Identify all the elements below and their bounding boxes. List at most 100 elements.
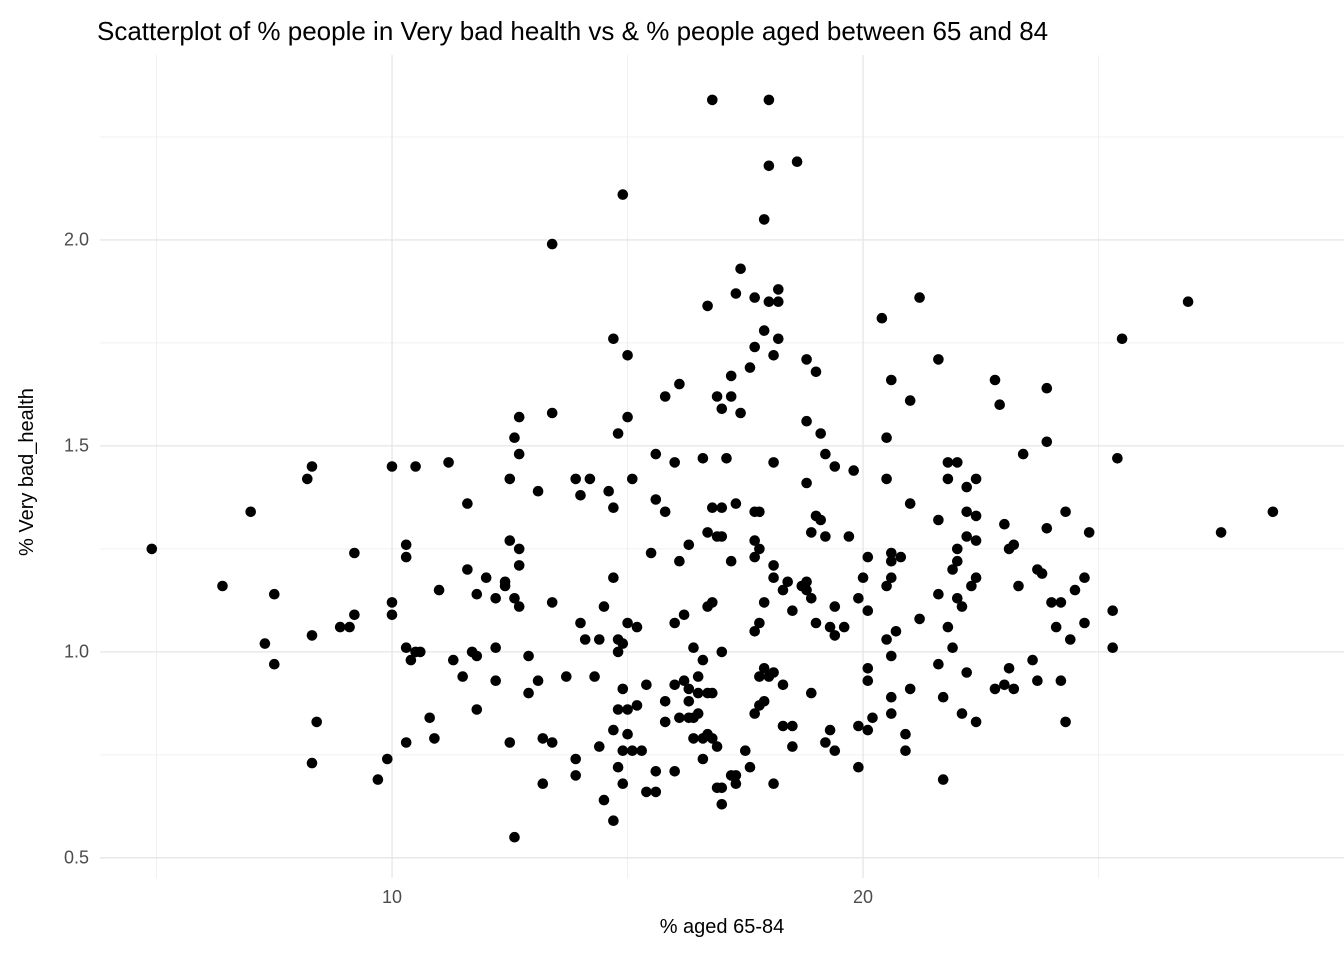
data-point	[1060, 506, 1071, 518]
data-point	[1013, 580, 1024, 592]
data-point	[306, 757, 318, 769]
data-point	[622, 704, 633, 715]
data-point	[1069, 584, 1081, 596]
data-point	[1046, 597, 1057, 608]
data-point	[900, 745, 911, 756]
data-point	[386, 609, 398, 621]
data-point	[674, 555, 685, 567]
data-point	[970, 510, 982, 522]
data-point	[942, 621, 954, 633]
data-point	[947, 564, 958, 575]
data-point	[1065, 634, 1076, 645]
data-point	[410, 461, 421, 472]
data-point	[513, 448, 525, 460]
data-point	[749, 341, 760, 353]
data-point	[683, 696, 695, 707]
data-point	[509, 432, 520, 444]
data-point	[904, 683, 916, 695]
data-point	[824, 724, 836, 736]
data-point	[546, 238, 558, 250]
data-point	[777, 584, 789, 596]
data-point	[612, 646, 624, 658]
data-point	[758, 696, 770, 707]
data-point	[886, 708, 897, 719]
data-point	[697, 753, 709, 765]
data-point	[546, 737, 558, 748]
data-point	[970, 535, 982, 546]
data-point	[725, 391, 737, 402]
data-point	[914, 292, 925, 303]
data-point	[612, 761, 624, 773]
x-axis-title: % aged 65-84	[659, 916, 785, 938]
data-point	[961, 481, 972, 493]
data-point	[881, 432, 892, 444]
data-point	[730, 498, 742, 509]
data-point	[754, 671, 765, 682]
data-point	[513, 411, 525, 423]
data-point	[758, 663, 770, 674]
data-point	[692, 687, 704, 699]
data-point	[886, 650, 897, 662]
data-point	[570, 753, 581, 765]
data-point	[829, 601, 841, 612]
data-point	[862, 663, 874, 674]
data-point	[730, 778, 742, 789]
data-point	[806, 527, 817, 538]
data-point	[711, 741, 723, 752]
data-point	[570, 473, 581, 485]
data-point	[702, 300, 713, 312]
data-point	[546, 597, 558, 608]
data-point	[509, 831, 520, 843]
data-point	[400, 539, 412, 551]
data-point	[744, 761, 756, 773]
data-point	[838, 621, 850, 633]
data-point	[777, 720, 789, 732]
scatter-canvas	[100, 55, 1344, 878]
data-point	[721, 453, 732, 464]
data-point	[433, 584, 445, 596]
data-point	[692, 708, 704, 719]
data-point	[1055, 675, 1067, 686]
data-point	[763, 296, 775, 307]
data-point	[999, 679, 1010, 691]
data-point	[970, 716, 982, 728]
data-point	[546, 407, 558, 419]
data-point	[749, 535, 760, 546]
data-point	[1050, 621, 1062, 633]
x-tick-label: 20	[853, 887, 874, 907]
data-point	[810, 366, 822, 378]
data-point	[1055, 597, 1067, 608]
data-point	[513, 560, 525, 571]
x-tick-label: 10	[382, 887, 403, 907]
data-point	[942, 473, 954, 485]
data-point	[1107, 605, 1118, 616]
data-point	[867, 712, 878, 724]
data-point	[801, 584, 812, 596]
data-point	[537, 778, 549, 789]
data-point	[942, 457, 954, 468]
data-point	[217, 580, 228, 592]
data-point	[1079, 572, 1090, 583]
data-point	[711, 391, 723, 402]
data-point	[259, 638, 271, 649]
data-point	[650, 448, 662, 460]
data-point	[933, 354, 944, 365]
data-point	[349, 609, 360, 621]
data-point	[862, 675, 874, 686]
data-point	[707, 597, 718, 608]
data-point	[415, 646, 426, 658]
data-point	[349, 547, 360, 559]
data-point	[636, 745, 647, 756]
data-point	[707, 502, 718, 513]
data-point	[688, 733, 699, 744]
data-point	[603, 485, 614, 497]
data-point	[1079, 617, 1090, 629]
data-point	[372, 774, 384, 785]
data-point	[735, 407, 746, 419]
data-point	[947, 642, 958, 653]
data-point	[853, 761, 864, 773]
data-point	[424, 712, 436, 724]
data-point	[523, 650, 534, 662]
data-point	[843, 531, 855, 542]
data-point	[561, 671, 572, 682]
